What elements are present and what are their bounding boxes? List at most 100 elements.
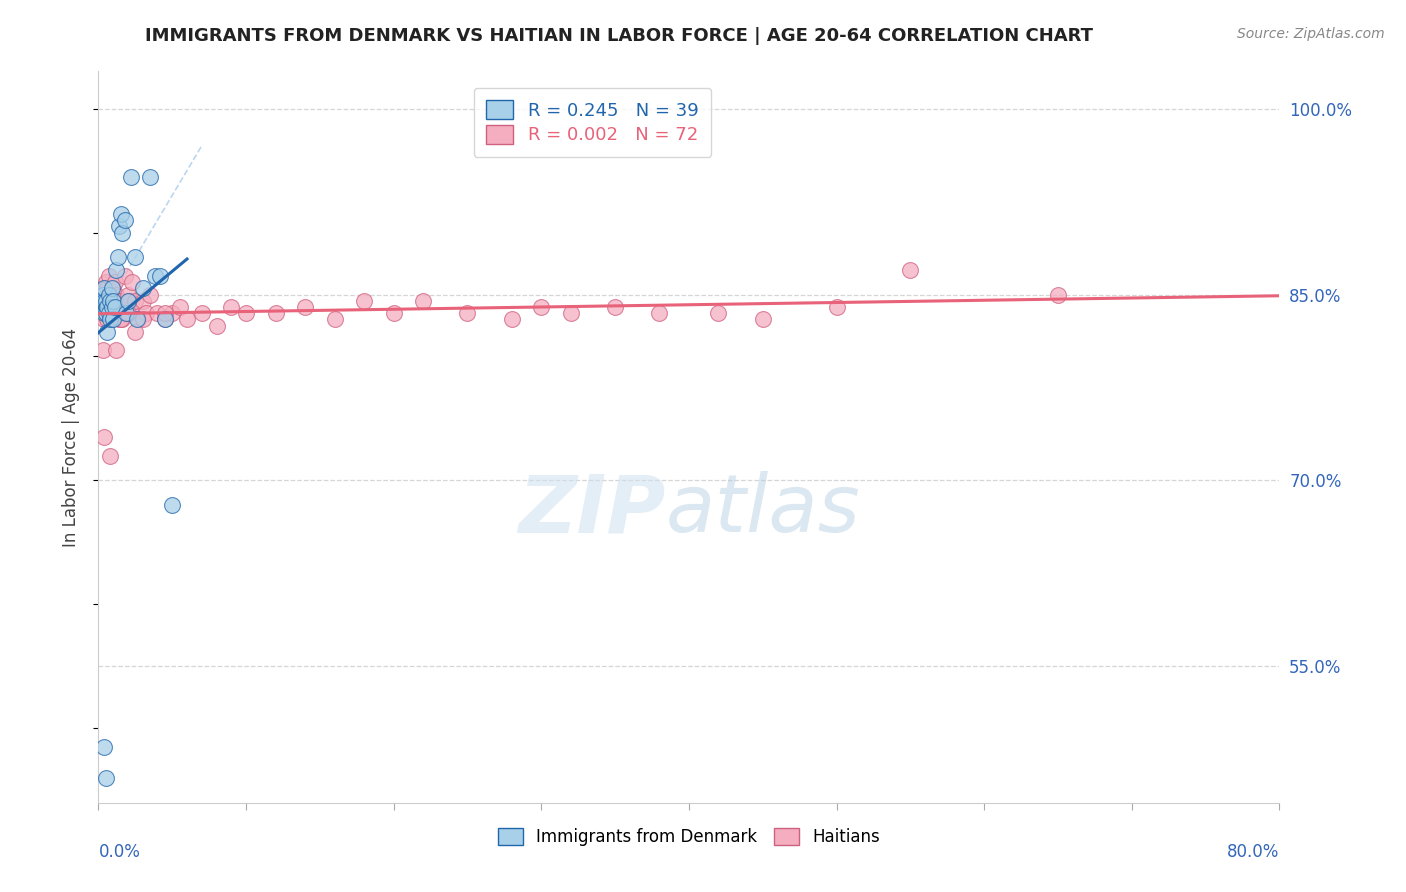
Point bbox=[132, 281, 155, 295]
Point bbox=[91, 281, 114, 295]
Point bbox=[94, 293, 117, 308]
Point bbox=[530, 300, 553, 314]
Point bbox=[100, 312, 122, 326]
Point bbox=[96, 312, 118, 326]
Point bbox=[112, 300, 135, 314]
Point bbox=[98, 306, 121, 320]
Point bbox=[825, 300, 848, 314]
Point bbox=[96, 325, 118, 339]
Point bbox=[94, 306, 117, 320]
Point bbox=[100, 281, 122, 295]
Legend: Immigrants from Denmark, Haitians: Immigrants from Denmark, Haitians bbox=[491, 822, 887, 853]
Point bbox=[124, 250, 146, 264]
Point bbox=[153, 306, 176, 320]
Point bbox=[153, 312, 176, 326]
Point bbox=[104, 275, 127, 289]
Point bbox=[132, 312, 155, 326]
Point bbox=[143, 268, 166, 283]
Text: IMMIGRANTS FROM DENMARK VS HAITIAN IN LABOR FORCE | AGE 20-64 CORRELATION CHART: IMMIGRANTS FROM DENMARK VS HAITIAN IN LA… bbox=[145, 27, 1092, 45]
Point bbox=[93, 739, 115, 754]
Point bbox=[605, 300, 627, 314]
Point bbox=[294, 300, 316, 314]
Point bbox=[205, 318, 228, 333]
Point bbox=[149, 268, 172, 283]
Point bbox=[96, 300, 118, 314]
Point bbox=[139, 169, 162, 184]
Point bbox=[648, 306, 671, 320]
Point bbox=[146, 306, 169, 320]
Text: Source: ZipAtlas.com: Source: ZipAtlas.com bbox=[1237, 27, 1385, 41]
Point bbox=[162, 498, 183, 512]
Point bbox=[103, 306, 125, 320]
Point bbox=[117, 293, 139, 308]
Point bbox=[93, 430, 115, 444]
Point bbox=[1047, 287, 1070, 301]
Point bbox=[501, 312, 523, 326]
Point bbox=[118, 293, 141, 308]
Point bbox=[91, 287, 114, 301]
Point bbox=[114, 268, 136, 283]
Point bbox=[235, 306, 257, 320]
Point bbox=[115, 306, 138, 320]
Point bbox=[97, 306, 120, 320]
Point bbox=[105, 306, 128, 320]
Point bbox=[191, 306, 214, 320]
Text: 80.0%: 80.0% bbox=[1227, 843, 1279, 861]
Point bbox=[132, 293, 155, 308]
Point bbox=[98, 312, 121, 326]
Point bbox=[115, 306, 138, 320]
Text: ZIP: ZIP bbox=[517, 471, 665, 549]
Point bbox=[108, 219, 131, 234]
Point bbox=[103, 293, 125, 308]
Point bbox=[104, 293, 127, 308]
Point bbox=[111, 226, 134, 240]
Point bbox=[107, 293, 129, 308]
Point bbox=[97, 287, 120, 301]
Point bbox=[169, 300, 191, 314]
Point bbox=[105, 262, 128, 277]
Point bbox=[153, 312, 176, 326]
Point bbox=[111, 312, 134, 326]
Point bbox=[100, 300, 122, 314]
Point bbox=[91, 343, 114, 358]
Point bbox=[97, 268, 120, 283]
Point bbox=[560, 306, 582, 320]
Point bbox=[114, 213, 136, 227]
Point bbox=[104, 300, 127, 314]
Point bbox=[105, 343, 128, 358]
Point bbox=[120, 169, 142, 184]
Point bbox=[93, 281, 115, 295]
Point bbox=[94, 275, 117, 289]
Point bbox=[90, 306, 112, 320]
Point bbox=[98, 293, 121, 308]
Point bbox=[323, 312, 346, 326]
Point bbox=[117, 287, 139, 301]
Point bbox=[93, 293, 115, 308]
Point bbox=[162, 306, 183, 320]
Point bbox=[90, 293, 112, 308]
Point bbox=[121, 275, 143, 289]
Point bbox=[110, 207, 132, 221]
Point bbox=[98, 449, 121, 463]
Point bbox=[105, 287, 128, 301]
Point bbox=[139, 287, 162, 301]
Point bbox=[103, 312, 125, 326]
Point bbox=[94, 300, 117, 314]
Point bbox=[97, 300, 120, 314]
Point bbox=[103, 281, 125, 295]
Point bbox=[752, 312, 775, 326]
Point bbox=[457, 306, 479, 320]
Text: atlas: atlas bbox=[665, 471, 860, 549]
Point bbox=[125, 312, 148, 326]
Point bbox=[110, 312, 132, 326]
Point bbox=[96, 281, 118, 295]
Point bbox=[91, 300, 114, 314]
Point bbox=[91, 293, 114, 308]
Text: 0.0%: 0.0% bbox=[98, 843, 141, 861]
Point bbox=[135, 306, 157, 320]
Point bbox=[108, 312, 131, 326]
Point bbox=[110, 293, 132, 308]
Point bbox=[124, 325, 146, 339]
Point bbox=[264, 306, 287, 320]
Y-axis label: In Labor Force | Age 20-64: In Labor Force | Age 20-64 bbox=[62, 327, 80, 547]
